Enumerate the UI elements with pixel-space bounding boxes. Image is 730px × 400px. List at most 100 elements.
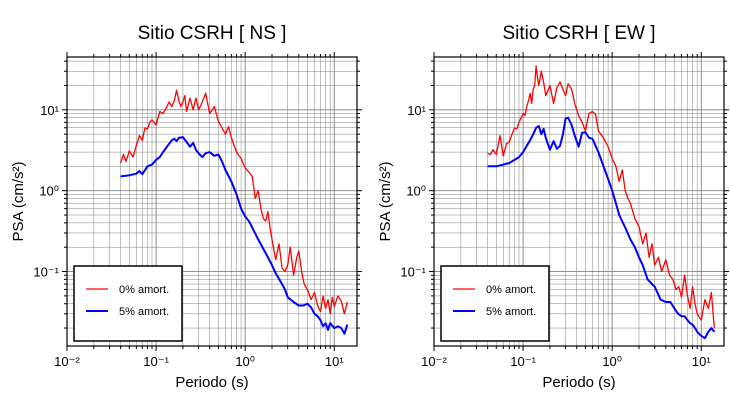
data-point xyxy=(327,299,329,300)
data-point xyxy=(120,162,121,164)
data-point xyxy=(642,243,644,245)
data-point xyxy=(638,256,640,258)
data-point xyxy=(694,327,696,329)
data-point xyxy=(611,158,613,159)
data-point xyxy=(526,106,528,107)
data-point xyxy=(711,292,712,293)
data-point xyxy=(120,176,121,177)
data-point xyxy=(654,286,656,288)
data-point xyxy=(186,111,188,112)
data-point xyxy=(281,267,283,269)
data-point xyxy=(565,118,566,119)
data-point xyxy=(257,190,259,192)
data-point xyxy=(289,246,291,248)
data-point xyxy=(603,165,604,167)
data-point xyxy=(648,256,650,258)
data-point xyxy=(260,208,262,210)
x-axis-label: Periodo (s) xyxy=(175,374,248,391)
data-point xyxy=(665,259,667,261)
data-point xyxy=(186,141,188,143)
data-point xyxy=(647,279,648,280)
data-point xyxy=(225,133,226,135)
data-point xyxy=(707,331,709,333)
data-point xyxy=(189,97,191,99)
y-tick-label: 10¹ xyxy=(407,103,426,118)
data-point xyxy=(263,218,264,220)
data-point xyxy=(574,103,576,104)
data-point xyxy=(257,239,259,240)
data-point xyxy=(687,319,688,321)
data-point xyxy=(684,315,685,317)
data-point xyxy=(303,283,305,285)
data-point xyxy=(176,89,178,91)
data-point xyxy=(567,117,569,119)
data-point xyxy=(314,292,315,293)
data-point xyxy=(201,156,203,158)
data-point xyxy=(487,165,488,167)
data-point xyxy=(320,319,321,321)
data-point xyxy=(178,137,180,139)
data-point xyxy=(327,329,329,331)
data-point xyxy=(571,88,572,90)
data-point xyxy=(125,161,127,162)
data-point xyxy=(333,327,335,329)
data-point xyxy=(322,325,324,327)
data-point xyxy=(213,155,215,157)
data-point xyxy=(147,165,148,167)
series-line xyxy=(120,136,349,335)
data-point xyxy=(492,149,494,151)
data-point xyxy=(645,232,647,234)
data-point xyxy=(275,272,277,274)
data-point xyxy=(298,305,300,306)
legend-label: 5% amort. xyxy=(119,306,169,318)
y-tick-label: 10⁻¹ xyxy=(400,265,426,280)
data-point xyxy=(251,227,253,228)
data-point xyxy=(598,130,599,132)
plot-frame xyxy=(66,56,358,347)
y-axis-label: PSA (cm/s²) xyxy=(10,161,27,241)
data-point xyxy=(141,173,143,175)
data-point xyxy=(627,198,629,199)
data-point xyxy=(531,103,533,104)
data-point xyxy=(553,103,554,104)
data-point xyxy=(228,126,229,127)
data-point xyxy=(638,226,640,228)
data-point xyxy=(192,109,194,111)
data-point xyxy=(514,159,515,161)
data-point xyxy=(151,119,153,121)
data-point xyxy=(549,149,551,151)
data-point xyxy=(293,301,294,303)
data-point xyxy=(660,299,661,300)
data-point xyxy=(159,111,161,112)
data-point xyxy=(162,113,164,114)
data-point xyxy=(675,289,677,290)
data-point xyxy=(225,169,226,171)
series-line xyxy=(487,116,716,340)
data-point xyxy=(322,295,324,297)
data-point xyxy=(287,264,289,266)
data-point xyxy=(518,156,520,158)
data-point xyxy=(213,106,215,107)
data-point xyxy=(588,137,590,139)
series-undamped xyxy=(119,89,348,315)
data-point xyxy=(320,311,321,312)
data-point xyxy=(171,106,173,107)
data-point xyxy=(565,95,566,96)
data-point xyxy=(141,139,143,141)
x-tick-label: 10⁻² xyxy=(421,354,447,369)
data-point xyxy=(508,141,510,143)
data-point xyxy=(344,313,345,315)
data-point xyxy=(284,289,286,290)
data-point xyxy=(251,176,253,177)
data-point xyxy=(574,135,576,137)
data-point xyxy=(634,246,636,248)
data-point xyxy=(231,181,232,182)
data-point xyxy=(173,100,175,101)
data-point xyxy=(522,113,524,114)
data-point xyxy=(317,305,318,306)
data-point xyxy=(532,88,534,90)
data-point xyxy=(603,137,604,139)
data-point xyxy=(180,106,182,107)
data-point xyxy=(155,159,157,161)
data-point xyxy=(581,121,583,123)
